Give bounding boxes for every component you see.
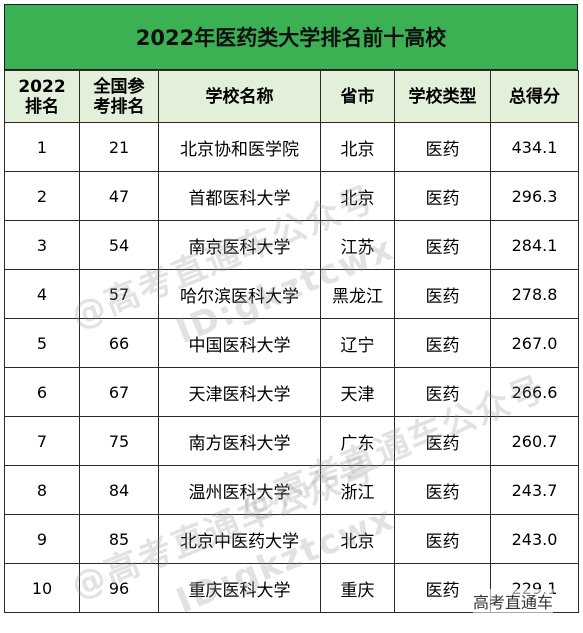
- table-cell: 4: [4, 269, 80, 319]
- table-cell: 296.3: [490, 171, 579, 221]
- column-header: 全国参 考排名: [79, 70, 159, 123]
- table-cell: 21: [79, 122, 159, 172]
- ranking-table-container: 2022年医药类大学排名前十高校 2022 排名 全国参 考排名 学校名称 省市 学校类型总…: [4, 4, 579, 613]
- table-cell: 首都医科大学: [158, 171, 321, 221]
- table-cell: 267.0: [490, 318, 579, 368]
- table-row: 2 47 首都医科大学 北京 医药 296.3: [4, 171, 579, 221]
- column-header: 学校名称: [158, 70, 321, 123]
- table-cell: 北京: [320, 514, 395, 564]
- table-cell: 96: [79, 563, 159, 613]
- table-cell: 中国医科大学: [158, 318, 321, 368]
- table-cell: 江苏: [320, 220, 395, 270]
- table-row: 4 57 哈尔滨医科大学 黑龙江 医药 278.8: [4, 269, 579, 319]
- table-cell: 医药: [394, 514, 491, 564]
- table-cell: 天津: [320, 367, 395, 417]
- table-cell: 67: [79, 367, 159, 417]
- table-cell: 黑龙江: [320, 269, 395, 319]
- table-cell: 北京协和医学院: [158, 122, 321, 172]
- table-row: 1 21 北京协和医学院 北京 医药 434.1: [4, 122, 579, 172]
- column-header: 2022 排名: [4, 70, 80, 123]
- table-cell: 7: [4, 416, 80, 466]
- table-cell: 重庆医科大学: [158, 563, 321, 613]
- table-cell: 10: [4, 563, 80, 613]
- table-cell: 医药: [394, 367, 491, 417]
- table-cell: 医药: [394, 416, 491, 466]
- column-header: 学校类型: [394, 70, 491, 123]
- table-cell: 75: [79, 416, 159, 466]
- table-cell: 243.7: [490, 465, 579, 515]
- table-cell: 3: [4, 220, 80, 270]
- table-cell: 北京: [320, 122, 395, 172]
- table-row: 7 75 南方医科大学 广东 医药 260.7: [4, 416, 579, 466]
- table-cell: 66: [79, 318, 159, 368]
- table-row: 6 67 天津医科大学 天津 医药 266.6: [4, 367, 579, 417]
- table-cell: 北京中医药大学: [158, 514, 321, 564]
- table-cell: 医药: [394, 122, 491, 172]
- table-cell: 医药: [394, 269, 491, 319]
- table-cell: 医药: [394, 220, 491, 270]
- table-cell: 8: [4, 465, 80, 515]
- table-cell: 哈尔滨医科大学: [158, 269, 321, 319]
- table-cell: 266.6: [490, 367, 579, 417]
- table-cell: 85: [79, 514, 159, 564]
- table-body: 1 21 北京协和医学院 北京 医药 434.1 2 47 首都医科大学 北京 医药 296.3 3 54…: [4, 122, 579, 613]
- table-row: 8 84 温州医科大学 浙江 医药 243.7: [4, 465, 579, 515]
- table-cell: 医药: [394, 171, 491, 221]
- table-cell: 6: [4, 367, 80, 417]
- table-cell: 54: [79, 220, 159, 270]
- table-cell: 243.0: [490, 514, 579, 564]
- table-cell: 2: [4, 171, 80, 221]
- table-cell: 南京医科大学: [158, 220, 321, 270]
- table-cell: 5: [4, 318, 80, 368]
- table-cell: 天津医科大学: [158, 367, 321, 417]
- table-cell: 9: [4, 514, 80, 564]
- table-row: 10 96 重庆医科大学 重庆 医药 229.1: [4, 563, 579, 613]
- table-row: 9 85 北京中医药大学 北京 医药 243.0: [4, 514, 579, 564]
- table-cell: 辽宁: [320, 318, 395, 368]
- table-cell: 278.8: [490, 269, 579, 319]
- table-cell: 重庆: [320, 563, 395, 613]
- table-cell: 浙江: [320, 465, 395, 515]
- table-cell: 广东: [320, 416, 395, 466]
- table-cell: 260.7: [490, 416, 579, 466]
- table-row: 3 54 南京医科大学 江苏 医药 284.1: [4, 220, 579, 270]
- table-cell: 北京: [320, 171, 395, 221]
- table-cell: 284.1: [490, 220, 579, 270]
- table-cell: 南方医科大学: [158, 416, 321, 466]
- header-row: 2022 排名 全国参 考排名 学校名称 省市 学校类型 总得分: [4, 70, 579, 123]
- table-cell: 57: [79, 269, 159, 319]
- column-header: 省市: [320, 70, 395, 123]
- table-cell: 1: [4, 122, 80, 172]
- table-row: 5 66 中国医科大学 辽宁 医药 267.0: [4, 318, 579, 368]
- table-cell: 医药: [394, 318, 491, 368]
- table-cell: 47: [79, 171, 159, 221]
- ranking-table: 2022 排名 全国参 考排名 学校名称 省市 学校类型 总得分 1 21 北京协和医学院 北京 医药…: [4, 70, 579, 613]
- table-title: 2022年医药类大学排名前十高校: [4, 4, 578, 70]
- table-cell: 医药: [394, 465, 491, 515]
- table-cell: 温州医科大学: [158, 465, 321, 515]
- table-cell: 434.1: [490, 122, 579, 172]
- table-cell: 84: [79, 465, 159, 515]
- corner-watermark: 高考直通车: [472, 589, 553, 613]
- column-header: 总得分: [490, 70, 579, 123]
